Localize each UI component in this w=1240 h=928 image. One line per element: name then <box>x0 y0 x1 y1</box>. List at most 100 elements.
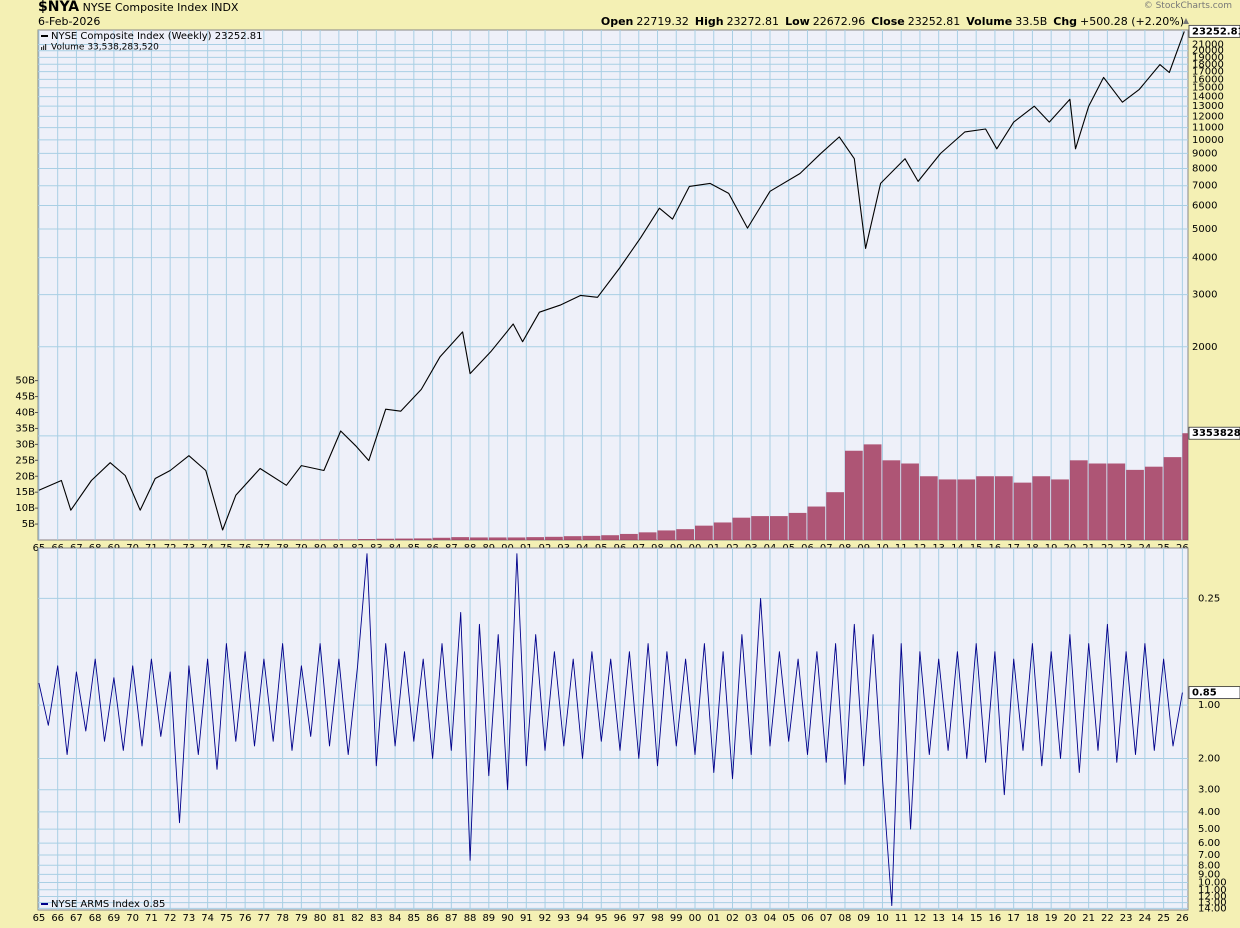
x-tick-label: 03 <box>745 913 758 924</box>
x-tick-label: 07 <box>820 913 833 924</box>
x-tick-label: 93 <box>557 913 570 924</box>
y-tick-label: 17000 <box>1192 67 1224 78</box>
y-tick-label: 20000 <box>1192 46 1224 57</box>
y-tick-label: 7.00 <box>1198 850 1220 861</box>
x-tick-label: 88 <box>464 913 477 924</box>
x-tick-label: 67 <box>70 913 83 924</box>
volume-bar <box>1088 463 1107 540</box>
x-tick-label: 10 <box>876 913 889 924</box>
y-tick-label: 4.00 <box>1198 807 1220 818</box>
quote-value: 23272.81 <box>726 15 780 28</box>
credit: © StockCharts.com <box>1143 1 1232 11</box>
volume-bar <box>320 539 338 540</box>
volume-bar <box>676 529 695 540</box>
volume-bar <box>882 460 901 540</box>
legend-label: Volume 33,538,283,520 <box>51 43 159 53</box>
x-tick-label: 71 <box>145 913 158 924</box>
volume-bar <box>1013 482 1032 540</box>
last-value-label: 0.85 <box>1192 688 1217 699</box>
volume-bar <box>507 537 526 540</box>
x-tick-label: 08 <box>839 913 852 924</box>
y-tick-label: 14.00 <box>1198 903 1227 914</box>
x-tick-label: 15 <box>970 913 983 924</box>
volume-bar <box>451 537 470 540</box>
symbol: $NYA <box>38 0 80 15</box>
x-tick-label: 86 <box>426 913 439 924</box>
volume-bar <box>994 476 1013 540</box>
x-tick-label: 21 <box>1082 913 1095 924</box>
volume-bar <box>413 538 432 540</box>
quote-item: High 23272.81 <box>695 15 779 29</box>
series-line <box>38 31 1185 531</box>
y-tick-label: 11000 <box>1192 123 1224 134</box>
x-tick-label: 82 <box>351 913 364 924</box>
y-tick-label: 18000 <box>1192 59 1224 70</box>
y-tick-label: 9000 <box>1192 148 1217 159</box>
quote-value: 22719.32 <box>636 15 689 28</box>
volume-bar <box>1107 463 1126 540</box>
x-tick-label: 04 <box>764 913 777 924</box>
volume-bar <box>1163 457 1182 540</box>
volume-bar <box>769 516 788 540</box>
header: $NYA NYSE Composite Index INDX 6-Feb-202… <box>38 0 238 29</box>
quote-value: 33.5B <box>1015 15 1048 28</box>
x-tick-label: 89 <box>482 913 495 924</box>
y-tick-label: 6000 <box>1192 201 1217 212</box>
y2-tick-label: 25B <box>15 455 35 466</box>
y-tick-label: 8000 <box>1192 164 1217 175</box>
x-tick-label: 19 <box>1045 913 1058 924</box>
volume-bar <box>1182 433 1188 540</box>
x-tick-label: 24 <box>1139 913 1152 924</box>
x-tick-label: 02 <box>726 913 739 924</box>
y-tick-label: 0.25 <box>1198 593 1220 604</box>
volume-bar <box>563 536 582 540</box>
x-tick-label: 06 <box>801 913 814 924</box>
x-tick-label: 96 <box>614 913 627 924</box>
x-tick-label: 99 <box>670 913 683 924</box>
x-tick-label: 18 <box>1026 913 1039 924</box>
volume-bar <box>638 532 657 540</box>
quote-item: Chg +500.28 (+2.20%) <box>1053 15 1184 29</box>
y-tick-label: 15000 <box>1192 83 1224 94</box>
x-tick-label: 77 <box>258 913 271 924</box>
y-tick-label: 13.00 <box>1198 898 1227 909</box>
legend-swatch <box>43 45 45 50</box>
x-tick-label: 80 <box>314 913 327 924</box>
x-tick-label: 90 <box>501 913 514 924</box>
volume-bar <box>919 476 938 540</box>
x-tick-label: 13 <box>932 913 945 924</box>
volume-bar <box>582 535 601 540</box>
volume-bar <box>620 533 638 540</box>
x-tick-label: 16 <box>989 913 1002 924</box>
x-tick-label: 97 <box>632 913 645 924</box>
volume-bar <box>807 506 826 540</box>
x-tick-label: 00 <box>689 913 702 924</box>
x-tick-label: 25 <box>1157 913 1170 924</box>
quote-label: Close <box>871 15 905 28</box>
y-tick-label: 8.00 <box>1198 860 1220 871</box>
y2-tick-label: 35B <box>15 423 35 434</box>
quote-label: Volume <box>966 15 1013 28</box>
volume-bar <box>1032 476 1051 540</box>
quote-label: Chg <box>1053 15 1078 28</box>
x-tick-label: 01 <box>707 913 720 924</box>
volume-bar <box>1144 466 1163 540</box>
series-line <box>38 553 1183 907</box>
x-tick-label: 68 <box>89 913 102 924</box>
x-tick-label: 87 <box>445 913 458 924</box>
x-tick-label: 69 <box>108 913 121 924</box>
x-tick-label: 85 <box>407 913 420 924</box>
quote-item: Open 22719.32 <box>601 15 689 29</box>
volume-bar <box>732 517 751 540</box>
y2-tick-label: 40B <box>15 408 35 419</box>
volume-bar <box>938 479 957 540</box>
date: 6-Feb-2026 <box>38 15 101 28</box>
legend-label: NYSE Composite Index (Weekly) 23252.81 <box>51 31 262 42</box>
x-tick-label: 23 <box>1120 913 1133 924</box>
y-tick-label: 2.00 <box>1198 754 1220 765</box>
y-tick-label: 11.00 <box>1198 885 1227 896</box>
quote-label: Open <box>600 15 634 28</box>
volume-bar <box>1126 469 1144 540</box>
y-tick-label: 7000 <box>1192 181 1217 192</box>
